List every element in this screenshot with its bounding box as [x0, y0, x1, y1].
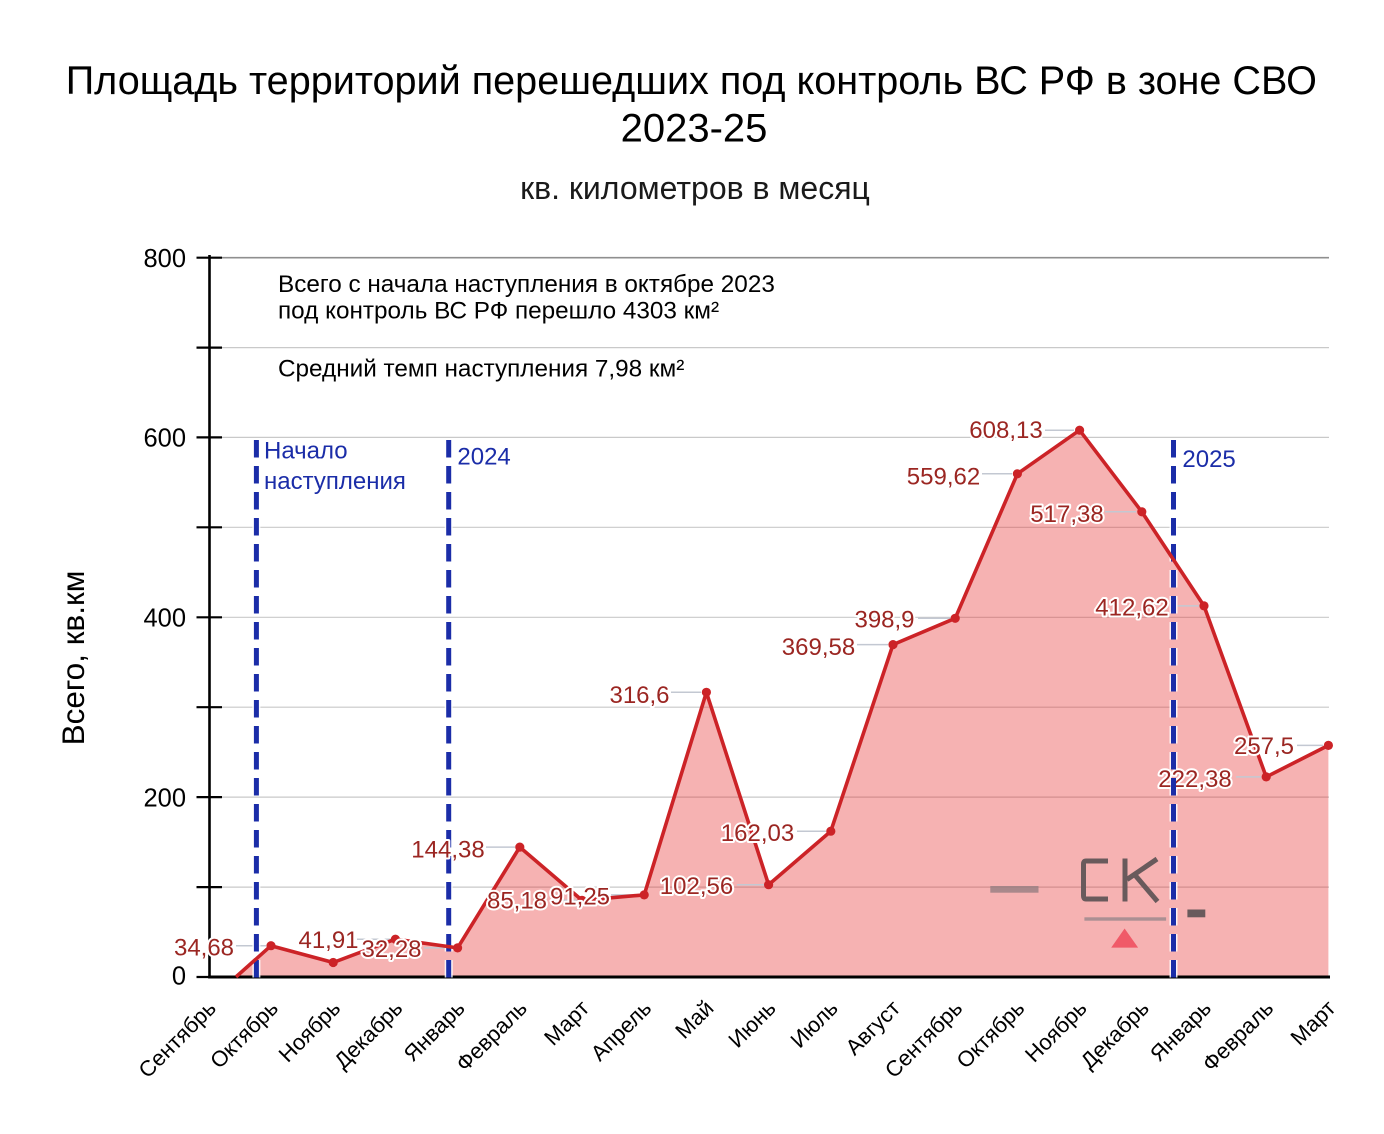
- svg-text:Октябрь: Октябрь: [205, 995, 283, 1073]
- svg-text:Начало: Начало: [264, 437, 348, 464]
- svg-text:Май: Май: [670, 995, 718, 1043]
- svg-text:85,18: 85,18: [487, 887, 547, 914]
- svg-text:Март: Март: [1286, 995, 1341, 1050]
- svg-text:Средний темп наступления 7,98: Средний темп наступления 7,98 км²: [278, 355, 684, 382]
- svg-text:Всего, кв.км: Всего, кв.км: [55, 571, 91, 746]
- svg-text:559,62: 559,62: [907, 463, 980, 490]
- svg-text:Площадь территорий перешедших: Площадь территорий перешедших под контро…: [66, 59, 1317, 103]
- svg-text:257,5: 257,5: [1234, 733, 1294, 760]
- svg-text:91,25: 91,25: [550, 884, 610, 911]
- svg-text:наступления: наступления: [264, 468, 406, 495]
- svg-text:Октябрь: Октябрь: [951, 995, 1029, 1073]
- svg-text:34,68: 34,68: [174, 935, 234, 962]
- svg-text:412,62: 412,62: [1095, 594, 1168, 621]
- svg-text:Сентябрь: Сентябрь: [133, 995, 220, 1082]
- svg-text:222,38: 222,38: [1158, 766, 1231, 793]
- svg-text:517,38: 517,38: [1030, 501, 1103, 528]
- svg-text:369,58: 369,58: [782, 634, 855, 661]
- svg-text:под контроль ВС РФ перешло 430: под контроль ВС РФ перешло 4303 км²: [278, 297, 719, 324]
- svg-text:2023-25: 2023-25: [621, 106, 768, 150]
- svg-text:Декабрь: Декабрь: [1076, 995, 1154, 1073]
- svg-text:2025: 2025: [1182, 446, 1235, 473]
- svg-text:Всего с начала наступления в о: Всего с начала наступления в октябре 202…: [278, 271, 775, 298]
- svg-text:398,9: 398,9: [854, 606, 914, 633]
- svg-text:144,38: 144,38: [411, 836, 484, 863]
- svg-text:кв. километров в месяц: кв. километров в месяц: [520, 170, 870, 206]
- svg-text:608,13: 608,13: [969, 417, 1042, 444]
- svg-text:Декабрь: Декабрь: [329, 995, 407, 1073]
- svg-text:316,6: 316,6: [609, 682, 669, 709]
- svg-text:Июнь: Июнь: [723, 995, 780, 1052]
- svg-text:400: 400: [143, 605, 186, 633]
- svg-text:32,28: 32,28: [361, 936, 421, 963]
- svg-text:Апрель: Апрель: [586, 995, 656, 1065]
- svg-text:Март: Март: [539, 995, 594, 1050]
- svg-text:800: 800: [143, 245, 186, 273]
- svg-text:600: 600: [143, 425, 186, 453]
- svg-text:200: 200: [143, 784, 186, 812]
- svg-text:0: 0: [172, 963, 186, 991]
- svg-text:41,91: 41,91: [298, 927, 358, 954]
- svg-text:102,56: 102,56: [660, 873, 733, 900]
- svg-text:Июль: Июль: [785, 995, 842, 1052]
- svg-text:2024: 2024: [457, 444, 510, 471]
- svg-text:162,03: 162,03: [721, 820, 794, 847]
